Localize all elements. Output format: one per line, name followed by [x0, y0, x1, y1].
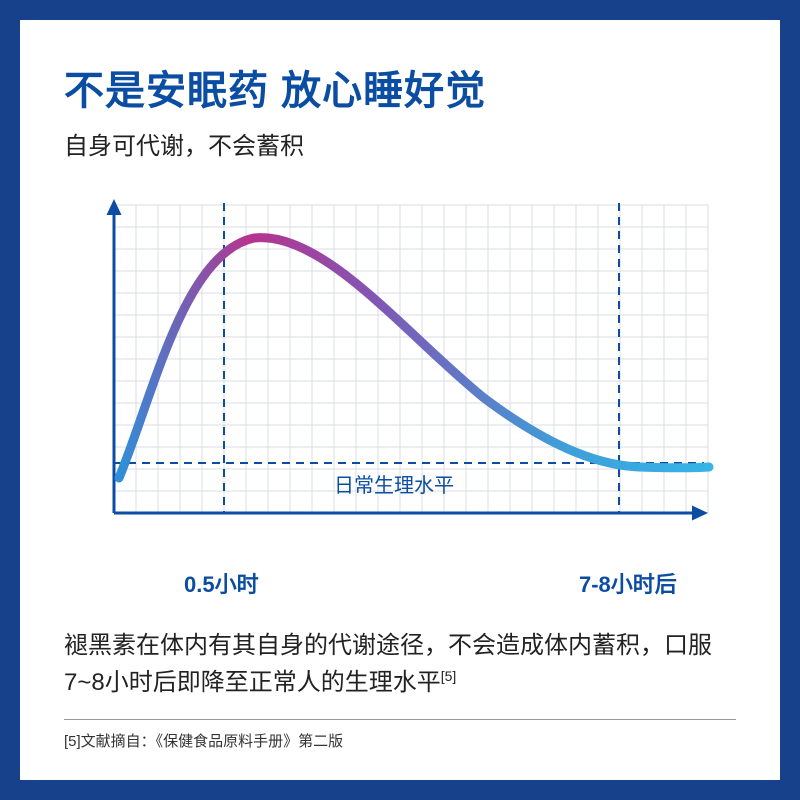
description-body: 褪黑素在体内有其自身的代谢途径，不会造成体内蓄积，口服7~8小时后即降至正常人的…	[64, 632, 712, 696]
main-title: 不是安眠药 放心睡好觉	[64, 58, 736, 116]
x-label-1: 7-8小时后	[579, 567, 677, 599]
footnote: [5]文献摘自：《保健食品原料手册》第二版	[64, 730, 736, 751]
baseline-label: 日常生理水平	[334, 469, 454, 498]
description-text: 褪黑素在体内有其自身的代谢途径，不会造成体内蓄积，口服7~8小时后即降至正常人的…	[64, 627, 736, 701]
info-card: 不是安眠药 放心睡好觉 自身可代谢，不会蓄积 日常生理水平 0.5小时 7-8小…	[20, 20, 780, 780]
divider	[64, 719, 736, 720]
description-citation: [5]	[441, 668, 457, 684]
x-label-0: 0.5小时	[184, 567, 259, 599]
metabolism-chart	[64, 183, 724, 563]
chart-container: 日常生理水平	[64, 183, 736, 563]
subtitle: 自身可代谢，不会蓄积	[64, 126, 736, 161]
x-axis-labels: 0.5小时 7-8小时后	[64, 563, 736, 597]
